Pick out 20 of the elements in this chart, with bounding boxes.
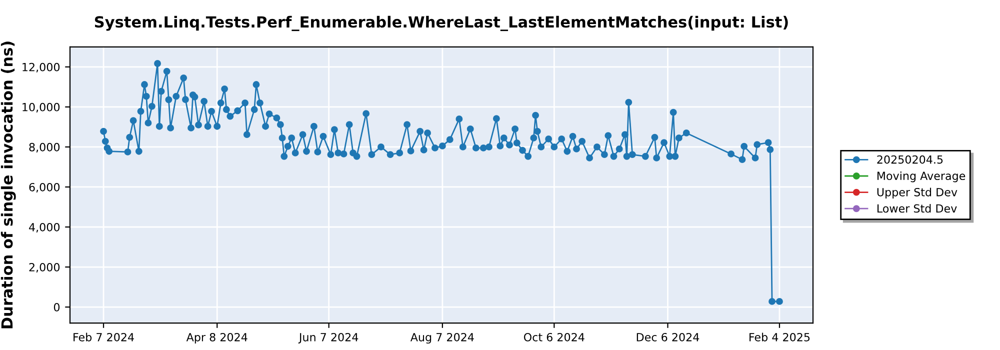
y-tick-label: 12,000 [22,62,60,72]
x-tick-label: Feb 7 2024 [74,332,134,342]
y-tick-label: 10,000 [22,102,60,112]
legend-label: Moving Average [877,171,966,182]
y-tick-label: 0 [54,303,60,312]
x-tick-label: Oct 6 2024 [524,332,584,342]
y-tick-label: 2,000 [29,262,60,273]
x-tick-label: Aug 7 2024 [410,332,474,344]
y-tick-label: 8,000 [29,142,60,152]
chart-title: System.Linq.Tests.Perf_Enumerable.WhereLast_LastElementMatches(input: List) [94,16,788,32]
x-tick-label: Jun 7 2024 [298,332,358,344]
legend-label: Lower Std Dev [877,204,957,213]
legend-label: Upper Std Dev [877,188,958,199]
x-tick-label: Apr 8 2024 [186,332,248,344]
legend-label: 20250204.5 [877,155,943,164]
y-tick-label: 6,000 [29,182,60,192]
x-tick-label: Dec 6 2024 [636,332,700,342]
x-tick-label: Feb 4 2025 [750,332,810,342]
y-tick-label: 4,000 [29,222,60,233]
y-axis-title: Duration of single invocation (ns) [0,42,16,328]
